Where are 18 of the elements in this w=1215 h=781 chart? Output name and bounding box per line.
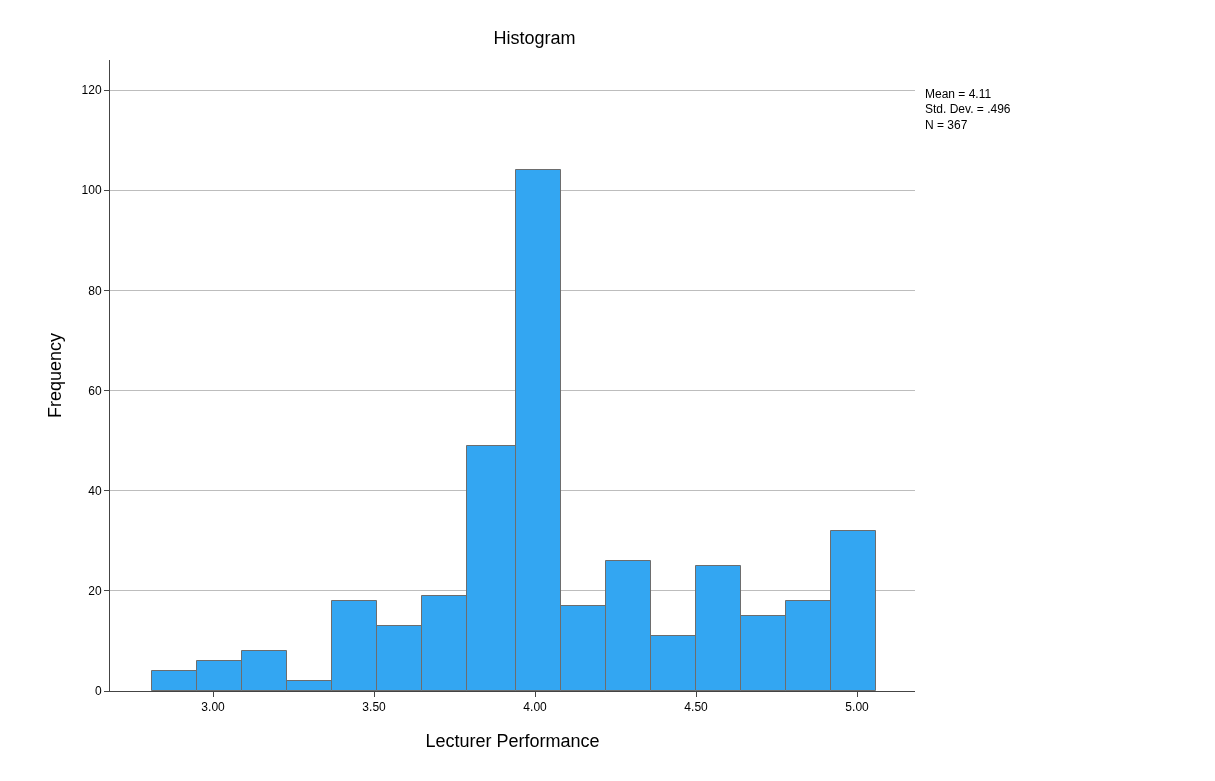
x-tick-label: 3.00 [201,700,226,715]
y-tick-label: 120 [81,83,102,98]
chart-title: Histogram [493,27,576,48]
y-tick-label: 80 [88,283,102,298]
text: N = 367 [925,118,968,132]
text: Mean = 4.11 [925,87,992,101]
y-axis-title: Frequency [44,332,65,419]
x-tick-label: 5.00 [845,700,870,715]
y-tick-label: 20 [88,584,102,599]
y-tick-label: 40 [88,483,102,498]
y-tick-label: 100 [81,183,102,198]
y-tick-label: 60 [88,383,102,398]
x-axis-title: Lecturer Performance [425,730,600,751]
x-tick-label: 3.50 [362,700,387,715]
text: Std. Dev. = .496 [925,102,1011,116]
y-tick-label: 0 [94,684,102,699]
x-tick-label: 4.00 [523,700,548,715]
x-tick-label: 4.50 [684,700,709,715]
